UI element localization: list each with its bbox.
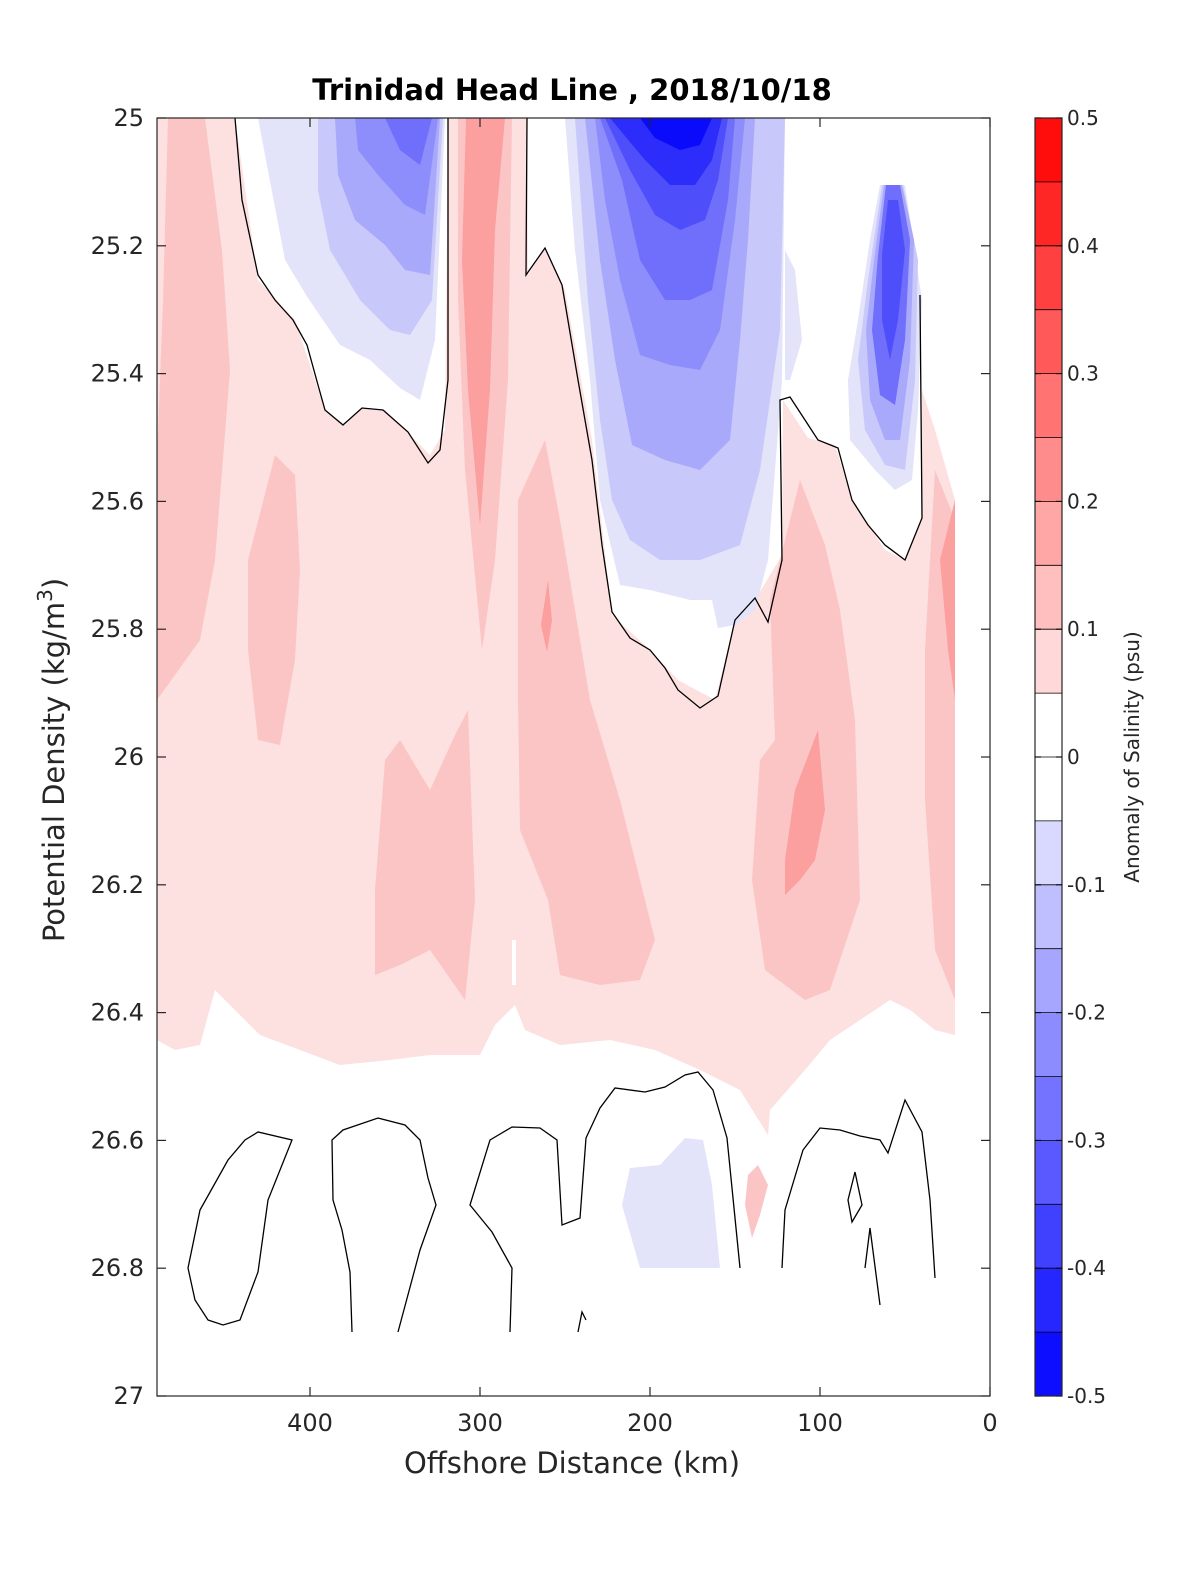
- colorbar-bin: [1035, 309, 1062, 375]
- x-tick-label: 100: [797, 1409, 843, 1437]
- colorbar-label: Anomaly of Salinity (psu): [1120, 631, 1144, 882]
- colorbar-tick-label: 0.1: [1067, 617, 1099, 641]
- zero-contour-line: [469, 1071, 741, 1333]
- colorbar-bin: [1035, 1076, 1062, 1141]
- zero-contours: [187, 118, 936, 1333]
- colorbar: 0.5 0.4 0.3 0.2 0.1 0 -0.1 -0.2 -0.3 -0.4 -0.5: [1034, 106, 1106, 1408]
- x-tick-label: 400: [287, 1409, 333, 1437]
- y-tick-label: 25.8: [91, 615, 144, 643]
- colorbar-tick-label: 0.2: [1067, 489, 1099, 513]
- colorbar-tick-label: -0.5: [1067, 1384, 1106, 1408]
- colorbar-tick-label: 0.3: [1067, 362, 1099, 386]
- contour-fill-pos-core-b: [375, 710, 475, 1000]
- colorbar-bin: [1035, 693, 1062, 758]
- contour-fill-pos-core-a: [248, 455, 300, 745]
- contour-fill-pos-mid-core: [541, 580, 552, 652]
- contour-fill-pos-east-core: [785, 730, 825, 895]
- contour-fill-pos-deep: [745, 1165, 768, 1238]
- colorbar-bin: [1035, 181, 1062, 247]
- x-tick-label: 0: [982, 1409, 997, 1437]
- colorbar-bin: [1035, 565, 1062, 630]
- contour-fill-pos-band-core: [462, 118, 505, 525]
- colorbar-tick-label: 0.5: [1067, 106, 1099, 130]
- y-tick-label: 27: [113, 1382, 144, 1410]
- y-tick-label: 25.4: [91, 360, 144, 388]
- colorbar-bin: [1035, 629, 1062, 694]
- colorbar-bin: [1035, 373, 1062, 438]
- colorbar-bin: [1035, 1012, 1062, 1077]
- colorbar-tick-label: 0: [1067, 745, 1080, 769]
- y-axis-title: Potential Density (kg/m3): [33, 578, 71, 942]
- zero-contour-line: [577, 1310, 587, 1333]
- zero-contour-line: [525, 118, 923, 709]
- zero-contour-line: [331, 1117, 437, 1333]
- colorbar-bin: [1035, 118, 1062, 183]
- x-axis: 400 300 200 100 0: [287, 118, 998, 1437]
- colorbar-bin: [1035, 1204, 1062, 1269]
- contour-fill-pos-west: [157, 118, 230, 700]
- colorbar-bin: [1035, 437, 1062, 502]
- x-axis-title: Offshore Distance (km): [404, 1446, 740, 1480]
- colorbar-tick-label: -0.1: [1067, 873, 1106, 897]
- colorbar-tick-label: -0.4: [1067, 1256, 1106, 1280]
- contour-fills: [157, 118, 955, 1268]
- y-tick-label: 26.8: [91, 1254, 144, 1282]
- y-tick-label: 25: [113, 104, 144, 132]
- contour-fill-neg-deep: [622, 1138, 720, 1268]
- colorbar-bin: [1035, 884, 1062, 950]
- y-tick-label: 26.6: [91, 1126, 144, 1154]
- x-tick-label: 300: [457, 1409, 503, 1437]
- colorbar-bin: [1035, 1268, 1062, 1333]
- y-tick-label: 25.6: [91, 487, 144, 515]
- contour-fill-pos-coast-core: [940, 500, 955, 700]
- zero-contour-line: [864, 1227, 881, 1306]
- zero-contour-line: [847, 1171, 863, 1224]
- zero-contour-line: [187, 1131, 293, 1326]
- colorbar-bin: [1035, 1332, 1062, 1397]
- y-tick-label: 25.2: [91, 232, 144, 260]
- colorbar-tick-label: 0.4: [1067, 234, 1099, 258]
- colorbar-tick-label: -0.2: [1067, 1001, 1106, 1025]
- colorbar-bin: [1035, 820, 1062, 886]
- zero-contour-line: [234, 118, 449, 465]
- contour-fill-pos-mid: [518, 440, 655, 985]
- contour-fill-neg-center-8: [640, 118, 712, 150]
- colorbar-tick-label: -0.3: [1067, 1128, 1106, 1152]
- contour-fill-zero-gap-a: [512, 940, 516, 985]
- colorbar-bin: [1035, 501, 1062, 566]
- chart-title: Trinidad Head Line , 2018/10/18: [312, 73, 832, 107]
- y-tick-label: 26.4: [91, 999, 144, 1027]
- colorbar-bin: [1035, 948, 1062, 1014]
- x-tick-label: 200: [627, 1409, 673, 1437]
- colorbar-bin: [1035, 1140, 1062, 1205]
- plot-area: [156, 117, 991, 1397]
- colorbar-bin: [1035, 245, 1062, 311]
- y-axis-title-superscript: 3: [33, 589, 57, 602]
- contour-fill-neg-strip: [785, 250, 802, 380]
- y-axis-title-suffix: ): [37, 578, 71, 589]
- zero-contour-line: [781, 1098, 936, 1279]
- colorbar-bin: [1035, 757, 1062, 822]
- y-tick-label: 26.2: [91, 871, 144, 899]
- contour-fill-neg-east-5: [882, 200, 905, 360]
- y-axis: 25 25.2 25.4 25.6 25.8 26 26.2 26.4 26.6 26.8 27: [91, 104, 990, 1410]
- y-tick-label: 26: [113, 743, 144, 771]
- contour-fill-neg-west-5: [385, 118, 432, 165]
- contour-fill-pos-east: [752, 480, 860, 1000]
- y-axis-title-main: Potential Density (kg/m: [37, 602, 71, 942]
